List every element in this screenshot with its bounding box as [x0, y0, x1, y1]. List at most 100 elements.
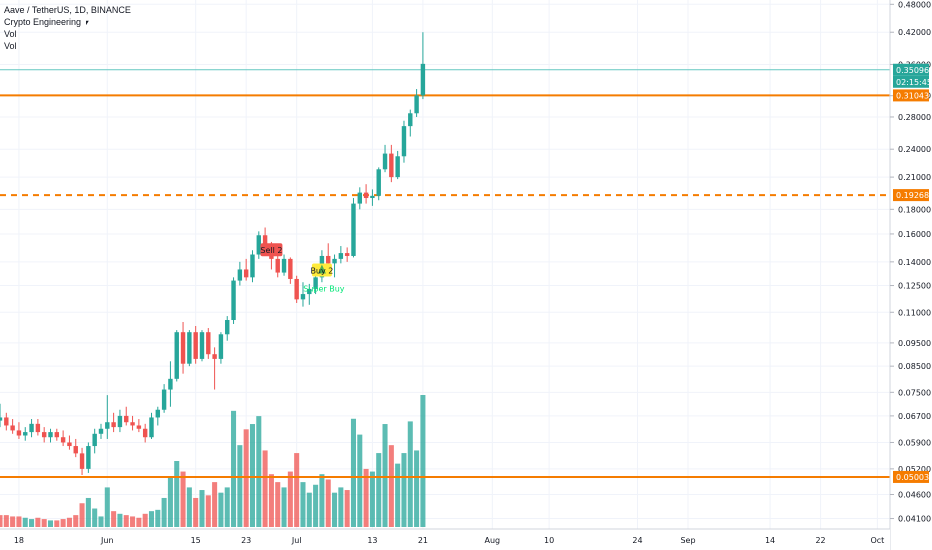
legend-volume-2[interactable]: Vol: [4, 41, 17, 51]
volume-bar: [66, 517, 72, 527]
candle-body: [124, 415, 129, 423]
candle-body: [218, 334, 224, 359]
volume-bar: [306, 492, 312, 527]
volume-bar: [199, 490, 205, 527]
y-tick-label: 0.11000: [898, 308, 931, 317]
countdown-box: [893, 75, 929, 88]
volume-bar: [193, 497, 199, 527]
volume-bar: [401, 453, 407, 527]
volume-bar: [256, 416, 262, 527]
candle-body: [174, 332, 179, 379]
candle-body: [86, 446, 91, 469]
candle-body: [370, 195, 375, 199]
y-tick-label: 0.12500: [898, 282, 931, 291]
y-tick-label: 0.09500: [898, 339, 931, 348]
candle-body: [117, 415, 123, 428]
candle-body: [414, 95, 419, 114]
y-tick-label: 0.05900: [898, 438, 931, 447]
candle-body: [313, 277, 318, 289]
volume-bar: [338, 487, 344, 527]
candle-body: [73, 446, 78, 454]
candle-body: [376, 169, 381, 196]
candle-body: [250, 254, 255, 278]
candle-body: [67, 442, 72, 447]
x-tick-label: Jun: [100, 536, 114, 545]
x-tick-label: 13: [367, 536, 377, 545]
candle-body: [23, 432, 28, 436]
volume-bar: [414, 450, 420, 527]
candle-body: [180, 332, 186, 364]
volume-bar: [161, 497, 167, 527]
y-tick-label: 0.24000: [898, 145, 931, 154]
volume-bar: [117, 513, 123, 527]
y-tick-label: 0.18000: [898, 205, 931, 214]
candle-body: [98, 428, 104, 434]
candle-body: [16, 430, 22, 436]
level-price-tag-text: 0.19268: [896, 191, 929, 200]
candle-body: [262, 235, 268, 247]
volume-bar: [395, 463, 401, 527]
y-tick-label: 0.42000: [898, 28, 931, 37]
x-tick-label: 22: [815, 536, 825, 545]
candle-body: [10, 425, 15, 431]
volume-bar: [148, 511, 155, 527]
volume-bar: [0, 515, 3, 527]
candle-body: [29, 423, 34, 433]
volume-bar: [275, 482, 281, 527]
legend-symbol[interactable]: Aave / TetherUS, 1D, BINANCE: [4, 5, 131, 15]
candle-body: [92, 433, 97, 447]
candle-body: [363, 192, 369, 199]
volume-bar: [60, 519, 66, 527]
level-price-tag-box: [893, 89, 929, 102]
volume-bar: [407, 421, 413, 527]
x-tick-label: Jul: [291, 536, 302, 545]
volume-bar: [142, 513, 148, 527]
candle-body: [243, 269, 249, 278]
buy-arrow-icon: [317, 264, 326, 274]
buy-label-text: Buy 2: [310, 266, 333, 275]
candle-body: [344, 253, 350, 256]
candle-body: [288, 258, 293, 279]
volume-bar: [357, 434, 363, 527]
candle-body: [60, 437, 66, 443]
level-price-tag: 0.19268: [893, 189, 929, 202]
volume-bar: [388, 445, 394, 527]
level-price-tag-text: 0.05003: [896, 473, 929, 482]
x-tick-label: Sep: [680, 536, 695, 545]
legend-indicator[interactable]: Crypto Engineering ⎖: [4, 17, 91, 27]
sell-signal: Sell 2: [260, 243, 282, 257]
x-tick-label: 10: [544, 536, 554, 545]
x-tick-label: Aug: [485, 536, 501, 545]
candle-body: [300, 294, 306, 300]
y-tick-label: 0.28000: [898, 113, 931, 122]
x-tick-label: Oct: [870, 536, 884, 545]
chart-legend: Aave / TetherUS, 1D, BINANCE Crypto Engi…: [4, 4, 131, 52]
volume-bar: [174, 461, 180, 527]
legend-volume-1[interactable]: Vol: [4, 29, 17, 39]
y-tick-label: 0.48000: [898, 0, 931, 9]
volume-bar: [104, 487, 110, 527]
candle-body: [382, 153, 388, 170]
volume-bar: [111, 511, 117, 527]
y-tick-label: 0.08500: [898, 362, 931, 371]
volume-bar: [313, 484, 319, 527]
candle-body: [149, 417, 154, 438]
volume-bar: [167, 476, 173, 527]
candle-body: [79, 453, 85, 469]
candle-body: [389, 153, 394, 178]
candle-body: [326, 255, 331, 264]
y-tick-label: 0.21000: [898, 173, 931, 182]
candle-body: [48, 432, 53, 438]
volume-bar: [332, 492, 338, 527]
level-price-tag: 0.05003: [893, 470, 929, 483]
last-price-tag-text: 0.35096: [896, 66, 929, 75]
y-tick-label: 0.04600: [898, 490, 931, 499]
candle-body: [408, 113, 413, 127]
volume-bar: [155, 509, 161, 527]
candle-body: [130, 422, 135, 426]
countdown-text: 02:15:45: [896, 78, 932, 87]
x-tick-label: 23: [241, 536, 251, 545]
